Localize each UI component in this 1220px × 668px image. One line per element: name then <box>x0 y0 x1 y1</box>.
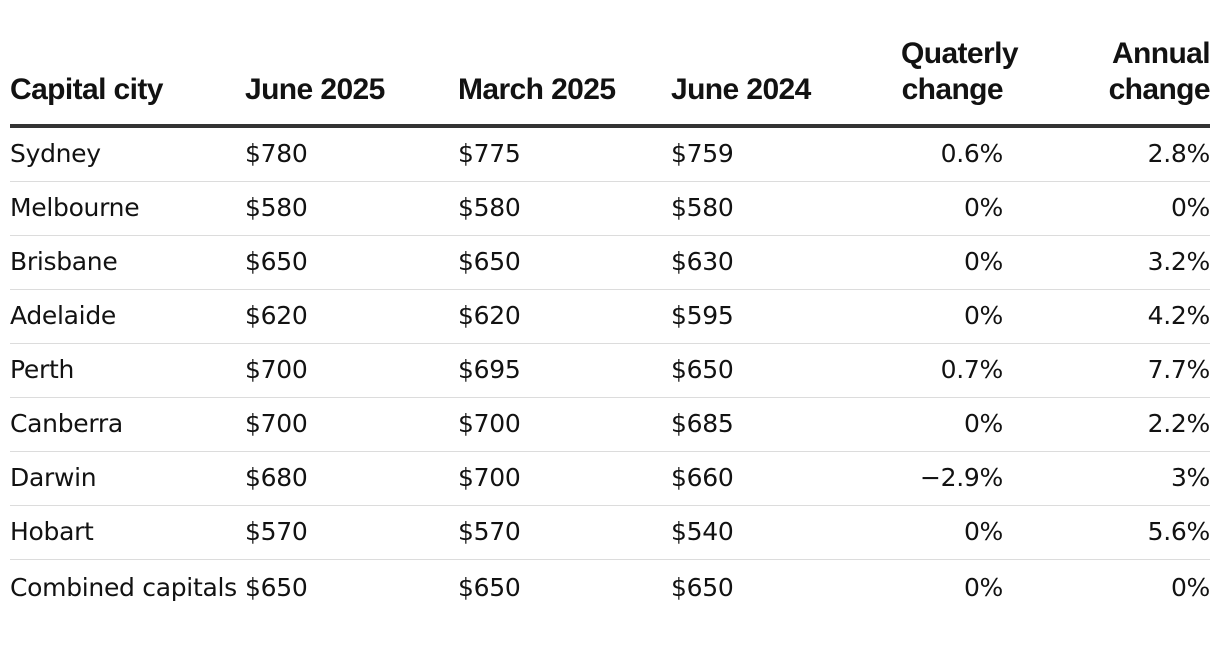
cell-march-2025: $700 <box>458 397 671 452</box>
cell-city: Perth <box>10 343 245 398</box>
cell-march-2025: $620 <box>458 289 671 344</box>
table-row: Adelaide $620 $620 $595 0% 4.2% <box>10 289 1210 344</box>
header-row: Capital city June 2025 March 2025 June 2… <box>10 36 1211 128</box>
table-header: Capital city June 2025 March 2025 June 2… <box>10 36 1211 128</box>
cell-city: Combined capitals <box>10 573 237 602</box>
cell-quarterly-change: 0% <box>901 397 1003 452</box>
cell-quarterly-change: 0% <box>901 181 1003 236</box>
cell-june-2024: $660 <box>671 451 901 506</box>
table-row: Darwin $680 $700 $660 −2.9% 3% <box>10 451 1210 506</box>
table-row: Sydney $780 $775 $759 0.6% 2.8% <box>10 126 1210 182</box>
cell-city: Hobart <box>10 505 245 560</box>
cell-june-2024: $595 <box>671 289 901 344</box>
cell-june-2025: $650 <box>245 573 308 602</box>
cell-june-2024: $650 <box>671 573 734 602</box>
table-row: Combined capitals $650 $650 $650 0% 0% <box>10 560 1210 616</box>
cell-march-2025: $650 <box>458 235 671 290</box>
cell-annual-change: 2.8% <box>1003 126 1210 182</box>
cell-march-2025: $775 <box>458 126 671 182</box>
cell-june-2025: $680 <box>245 451 458 506</box>
cell-june-2024: $759 <box>671 126 901 182</box>
header-june-2024: June 2024 <box>671 36 901 128</box>
cell-annual-change: 4.2% <box>1003 289 1210 344</box>
cell-annual-change: 2.2% <box>1003 397 1210 452</box>
cell-city: Canberra <box>10 397 245 452</box>
table-row: Brisbane $650 $650 $630 0% 3.2% <box>10 235 1210 290</box>
capital-city-rents-table: Capital city June 2025 March 2025 June 2… <box>10 36 1211 615</box>
header-annual-change: Annual change <box>1003 36 1211 128</box>
cell-city: Darwin <box>10 451 245 506</box>
cell-march-2025: $700 <box>458 451 671 506</box>
header-june-2025: June 2025 <box>245 36 458 128</box>
cell-city: Brisbane <box>10 235 245 290</box>
table-row: Melbourne $580 $580 $580 0% 0% <box>10 181 1210 236</box>
cell-march-2025: $570 <box>458 505 671 560</box>
cell-city: Adelaide <box>10 289 245 344</box>
cell-quarterly-change: 0% <box>963 573 1003 602</box>
cell-june-2024: $540 <box>671 505 901 560</box>
header-capital-city: Capital city <box>10 36 245 128</box>
table-row: Canberra $700 $700 $685 0% 2.2% <box>10 397 1210 452</box>
cell-annual-change: 3% <box>1003 451 1210 506</box>
cell-june-2025: $780 <box>245 126 458 182</box>
cell-quarterly-change: −2.9% <box>901 451 1003 506</box>
cell-annual-change: 3.2% <box>1003 235 1210 290</box>
cell-quarterly-change: 0% <box>901 505 1003 560</box>
cell-june-2024: $685 <box>671 397 901 452</box>
cell-march-2025: $695 <box>458 343 671 398</box>
cell-june-2025: $650 <box>245 235 458 290</box>
cell-quarterly-change: 0% <box>901 235 1003 290</box>
cell-quarterly-change: 0% <box>901 289 1003 344</box>
table-body: Sydney $780 $775 $759 0.6% 2.8% Melbourn… <box>10 126 1210 615</box>
cell-june-2024: $630 <box>671 235 901 290</box>
cell-quarterly-change: 0.6% <box>901 126 1003 182</box>
cell-annual-change: 0% <box>1003 181 1210 236</box>
header-quarterly-change: Quaterly change <box>901 36 1019 128</box>
cell-annual-change: 7.7% <box>1003 343 1210 398</box>
cell-june-2024: $580 <box>671 181 901 236</box>
cell-june-2025: $570 <box>245 505 458 560</box>
cell-march-2025: $650 <box>458 573 521 602</box>
cell-quarterly-change: 0.7% <box>901 343 1003 398</box>
header-march-2025: March 2025 <box>458 36 671 128</box>
cell-city: Melbourne <box>10 181 245 236</box>
cell-june-2025: $580 <box>245 181 458 236</box>
cell-annual-change: 0% <box>1170 573 1210 602</box>
cell-city: Sydney <box>10 126 245 182</box>
cell-june-2024: $650 <box>671 343 901 398</box>
cell-june-2025: $700 <box>245 343 458 398</box>
cell-annual-change: 5.6% <box>1003 505 1210 560</box>
table-row: Hobart $570 $570 $540 0% 5.6% <box>10 505 1210 560</box>
cell-june-2025: $620 <box>245 289 458 344</box>
cell-june-2025: $700 <box>245 397 458 452</box>
table-row: Perth $700 $695 $650 0.7% 7.7% <box>10 343 1210 398</box>
cell-march-2025: $580 <box>458 181 671 236</box>
